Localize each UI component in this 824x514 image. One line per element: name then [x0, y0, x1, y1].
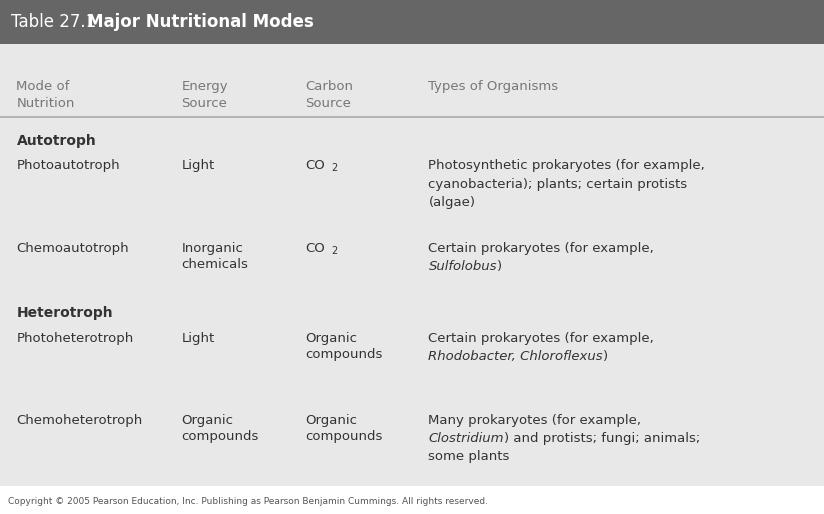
Text: Organic
compounds: Organic compounds — [305, 414, 382, 443]
Text: Light: Light — [181, 332, 214, 344]
Text: Photoautotroph: Photoautotroph — [16, 159, 120, 172]
Text: Heterotroph: Heterotroph — [16, 306, 113, 320]
Text: 2: 2 — [331, 246, 338, 255]
Text: ) and protists; fungi; animals;: ) and protists; fungi; animals; — [504, 432, 700, 445]
Text: Mode of
Nutrition: Mode of Nutrition — [16, 80, 75, 109]
Text: Many prokaryotes (for example,: Many prokaryotes (for example, — [428, 414, 641, 427]
Text: Light: Light — [181, 159, 214, 172]
FancyBboxPatch shape — [0, 44, 824, 514]
Text: Energy
Source: Energy Source — [181, 80, 228, 109]
Text: 2: 2 — [331, 163, 338, 173]
Text: Major Nutritional Modes: Major Nutritional Modes — [87, 13, 313, 31]
Text: ): ) — [603, 350, 608, 363]
Text: ): ) — [497, 260, 502, 273]
Text: Organic
compounds: Organic compounds — [305, 332, 382, 361]
Text: Copyright © 2005 Pearson Education, Inc. Publishing as Pearson Benjamin Cummings: Copyright © 2005 Pearson Education, Inc.… — [8, 497, 489, 506]
FancyBboxPatch shape — [0, 0, 824, 44]
Text: Inorganic
chemicals: Inorganic chemicals — [181, 242, 248, 271]
Text: CO: CO — [305, 242, 325, 254]
Text: Chemoheterotroph: Chemoheterotroph — [16, 414, 143, 427]
Text: Certain prokaryotes (for example,: Certain prokaryotes (for example, — [428, 332, 654, 344]
Text: Autotroph: Autotroph — [16, 134, 96, 148]
Text: some plants: some plants — [428, 450, 510, 463]
Text: Clostridium: Clostridium — [428, 432, 504, 445]
Text: Sulfolobus: Sulfolobus — [428, 260, 497, 273]
Text: Certain prokaryotes (for example,: Certain prokaryotes (for example, — [428, 242, 654, 254]
Text: Photoheterotroph: Photoheterotroph — [16, 332, 133, 344]
Text: Types of Organisms: Types of Organisms — [428, 80, 559, 93]
FancyBboxPatch shape — [0, 486, 824, 514]
Text: Table 27.1: Table 27.1 — [11, 13, 101, 31]
Text: Organic
compounds: Organic compounds — [181, 414, 259, 443]
Text: cyanobacteria); plants; certain protists: cyanobacteria); plants; certain protists — [428, 177, 687, 191]
Text: Photosynthetic prokaryotes (for example,: Photosynthetic prokaryotes (for example, — [428, 159, 705, 172]
Text: Rhodobacter, Chloroflexus: Rhodobacter, Chloroflexus — [428, 350, 603, 363]
Text: (algae): (algae) — [428, 196, 475, 209]
Text: CO: CO — [305, 159, 325, 172]
Text: Carbon
Source: Carbon Source — [305, 80, 353, 109]
Text: Chemoautotroph: Chemoautotroph — [16, 242, 129, 254]
